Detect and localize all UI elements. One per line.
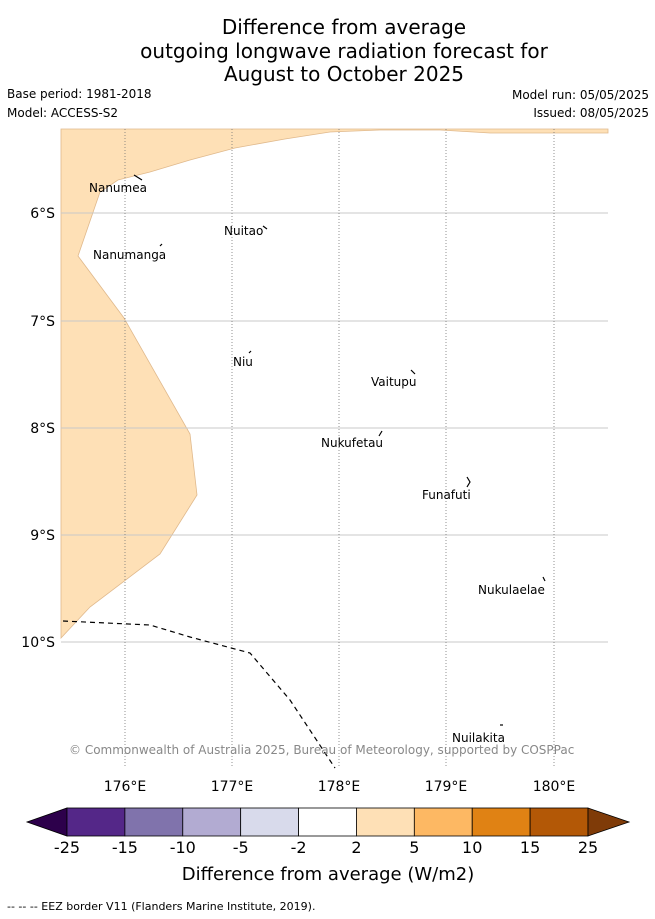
lat-label-7s: 7°S xyxy=(30,314,55,330)
lat-label-10s: 10°S xyxy=(21,635,55,651)
colorbar-tick-label: 25 xyxy=(578,838,598,857)
place-label-nanumanga: Nanumanga xyxy=(93,248,166,262)
colorbar-segment xyxy=(298,807,357,837)
colorbar-extend-high xyxy=(587,807,631,837)
title-line-1: Difference from average xyxy=(221,15,467,39)
anomaly-region xyxy=(60,128,609,640)
island-nanumanga xyxy=(159,243,163,247)
place-label-nuitao: Nuitao xyxy=(224,224,263,238)
island-nuitao xyxy=(262,225,268,230)
eez-border xyxy=(62,620,336,769)
lon-label-176e: 176°E xyxy=(104,779,147,795)
colorbar-segment xyxy=(356,807,415,837)
place-label-vaitupu: Vaitupu xyxy=(371,375,417,389)
place-label-nuilakita: Nuilakita xyxy=(452,731,505,745)
lat-label-9s: 9°S xyxy=(30,528,55,544)
colorbar-tick-label: 10 xyxy=(462,838,482,857)
colorbar-tick-label: 5 xyxy=(409,838,419,857)
colorbar-segment xyxy=(182,807,242,837)
colorbar-segment xyxy=(471,807,531,837)
colorbar-tick-label: -15 xyxy=(112,838,138,857)
lon-label-177e: 177°E xyxy=(211,779,254,795)
eez-legend-note: -- -- -- EEZ border V11 (Flanders Marine… xyxy=(7,900,316,913)
island-nanumea xyxy=(133,174,143,181)
base-period: Base period: 1981-2018 xyxy=(7,87,152,101)
island-nukulaelae xyxy=(542,576,546,582)
place-label-nukufetau: Nukufetau xyxy=(321,436,383,450)
lat-label-8s: 8°S xyxy=(30,421,55,437)
colorbar-segment xyxy=(413,807,473,837)
issued-date: Issued: 08/05/2025 xyxy=(533,106,649,120)
colorbar-segment xyxy=(529,807,589,837)
place-label-funafuti: Funafuti xyxy=(422,488,471,502)
colorbar-tick-label: 2 xyxy=(351,838,361,857)
model-run: Model run: 05/05/2025 xyxy=(511,88,649,102)
copyright-note: © Commonwealth of Australia 2025, Bureau… xyxy=(69,743,574,757)
lat-label-6s: 6°S xyxy=(30,206,55,222)
colorbar-tick-label: -5 xyxy=(233,838,249,857)
colorbar-label: Difference from average (W/m2) xyxy=(182,864,474,885)
place-label-nanumea: Nanumea xyxy=(89,181,147,195)
colorbar-tick-label: -25 xyxy=(54,838,80,857)
island-funafuti xyxy=(466,476,471,488)
title-line-2: outgoing longwave radiation forecast for xyxy=(140,38,548,63)
latitude-gridlines xyxy=(61,212,608,643)
model-name: Model: ACCESS-S2 xyxy=(7,106,119,120)
island-niu xyxy=(248,350,252,354)
lon-label-180e: 180°E xyxy=(533,779,576,795)
lon-label-179e: 179°E xyxy=(425,779,468,795)
lon-label-178e: 178°E xyxy=(318,779,361,795)
place-label-nukulaelae: Nukulaelae xyxy=(478,583,545,597)
title-line-3: August to October 2025 xyxy=(223,62,465,86)
island-nukufetau xyxy=(378,430,383,437)
islands xyxy=(133,174,546,726)
map-title: Difference from average outgoing longwav… xyxy=(0,15,655,87)
colorbar-tick-label: 15 xyxy=(520,838,540,857)
colorbar-segment xyxy=(66,807,126,837)
island-vaitupu xyxy=(410,369,416,375)
place-label-niu: Niu xyxy=(233,355,253,369)
colorbar-tick-label: -2 xyxy=(291,838,307,857)
colorbar: -25 -15 -10 -5 -2 2 5 10 15 25 xyxy=(25,807,631,857)
colorbar-segment xyxy=(240,807,299,837)
colorbar-tick-label: -10 xyxy=(170,838,196,857)
colorbar-segment xyxy=(124,807,184,837)
colorbar-extend-low xyxy=(25,807,68,837)
